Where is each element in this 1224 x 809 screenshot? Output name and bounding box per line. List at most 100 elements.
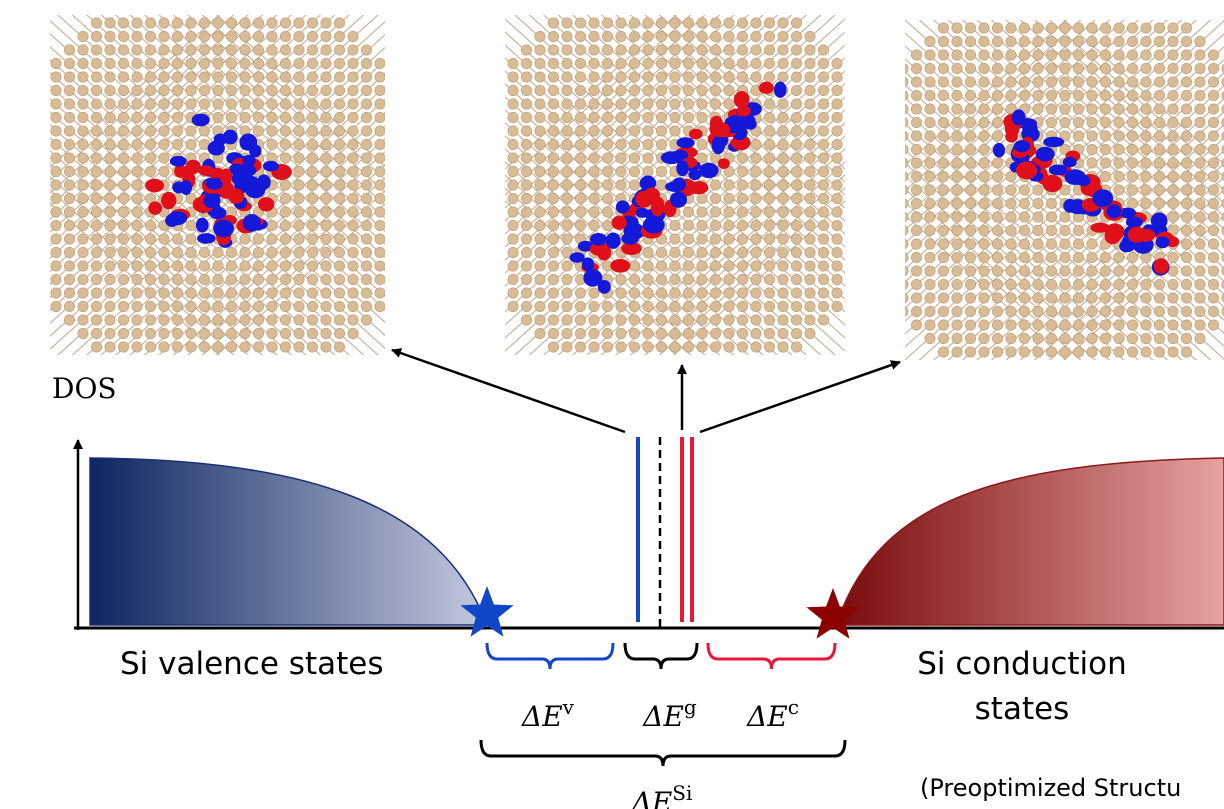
atom xyxy=(1100,131,1110,141)
atom xyxy=(656,85,666,95)
atom xyxy=(1208,50,1218,60)
atom xyxy=(724,180,734,190)
atom xyxy=(145,31,155,41)
orbital-lobe xyxy=(1036,147,1055,162)
atom xyxy=(1154,50,1164,60)
atom xyxy=(818,99,828,109)
orbital-lobe xyxy=(263,161,279,172)
atom xyxy=(562,193,572,203)
atom xyxy=(1100,77,1110,87)
atom xyxy=(629,328,639,338)
atom xyxy=(832,166,842,176)
atom xyxy=(589,193,599,203)
atom xyxy=(602,315,612,325)
atom xyxy=(1127,320,1137,330)
atom xyxy=(348,58,358,68)
atom xyxy=(710,234,720,244)
atom xyxy=(1181,333,1191,343)
atom xyxy=(1127,347,1137,357)
atom xyxy=(952,90,962,100)
atom xyxy=(1127,293,1137,303)
arrow xyxy=(700,362,900,432)
atom xyxy=(643,328,653,338)
atom xyxy=(911,131,921,141)
atom xyxy=(992,104,1002,114)
atom xyxy=(965,333,975,343)
atom xyxy=(818,207,828,217)
atom xyxy=(1114,90,1124,100)
atom xyxy=(78,328,88,338)
atom xyxy=(965,50,975,60)
atom xyxy=(280,99,290,109)
atom xyxy=(51,166,61,176)
figure: DOS Si valence states Si conduction stat… xyxy=(0,0,1224,809)
atom xyxy=(548,288,558,298)
atom xyxy=(105,342,115,352)
atom xyxy=(1087,131,1097,141)
atom xyxy=(1127,279,1137,289)
atom xyxy=(764,58,774,68)
atom xyxy=(132,139,142,149)
atom xyxy=(778,274,788,284)
atom xyxy=(898,104,908,114)
atom xyxy=(1114,171,1124,181)
atom xyxy=(979,144,989,154)
atom xyxy=(629,85,639,95)
atom xyxy=(1114,320,1124,330)
atom xyxy=(818,301,828,311)
atom xyxy=(1046,306,1056,316)
atom xyxy=(751,139,761,149)
atom xyxy=(1127,252,1137,262)
atom xyxy=(548,112,558,122)
atom xyxy=(213,31,223,41)
atom xyxy=(240,31,250,41)
atom xyxy=(280,31,290,41)
atom xyxy=(1195,36,1205,46)
atom xyxy=(737,153,747,163)
atom xyxy=(1181,212,1191,222)
atom xyxy=(1100,117,1110,127)
atom xyxy=(562,112,572,122)
orbital-lobe xyxy=(1065,169,1086,185)
atom xyxy=(199,301,209,311)
orbital-lobe xyxy=(165,214,179,227)
atom xyxy=(911,50,921,60)
atom xyxy=(186,126,196,136)
atom xyxy=(253,58,263,68)
atom xyxy=(751,18,761,28)
atom xyxy=(832,180,842,190)
atom xyxy=(818,193,828,203)
atom xyxy=(952,347,962,357)
atom xyxy=(521,247,531,257)
atom xyxy=(307,139,317,149)
atom xyxy=(683,99,693,109)
atom xyxy=(64,261,74,271)
atom xyxy=(1060,63,1070,73)
atom xyxy=(548,274,558,284)
atom xyxy=(159,126,169,136)
atom xyxy=(724,220,734,230)
atom xyxy=(186,85,196,95)
atom xyxy=(1154,36,1164,46)
orbital-lobe xyxy=(676,137,694,148)
atom xyxy=(1006,293,1016,303)
atom xyxy=(240,288,250,298)
atom xyxy=(1195,131,1205,141)
atom xyxy=(186,315,196,325)
atom xyxy=(307,180,317,190)
atom xyxy=(240,234,250,244)
atom xyxy=(213,18,223,28)
atom xyxy=(656,112,666,122)
atom xyxy=(670,261,680,271)
atom xyxy=(132,45,142,55)
atom xyxy=(213,85,223,95)
atom xyxy=(91,85,101,95)
atom xyxy=(334,247,344,257)
orbital-lobe xyxy=(174,165,187,178)
atom xyxy=(938,333,948,343)
atom xyxy=(321,220,331,230)
atom xyxy=(118,261,128,271)
atom xyxy=(51,85,61,95)
atom xyxy=(334,274,344,284)
atom xyxy=(925,117,935,127)
